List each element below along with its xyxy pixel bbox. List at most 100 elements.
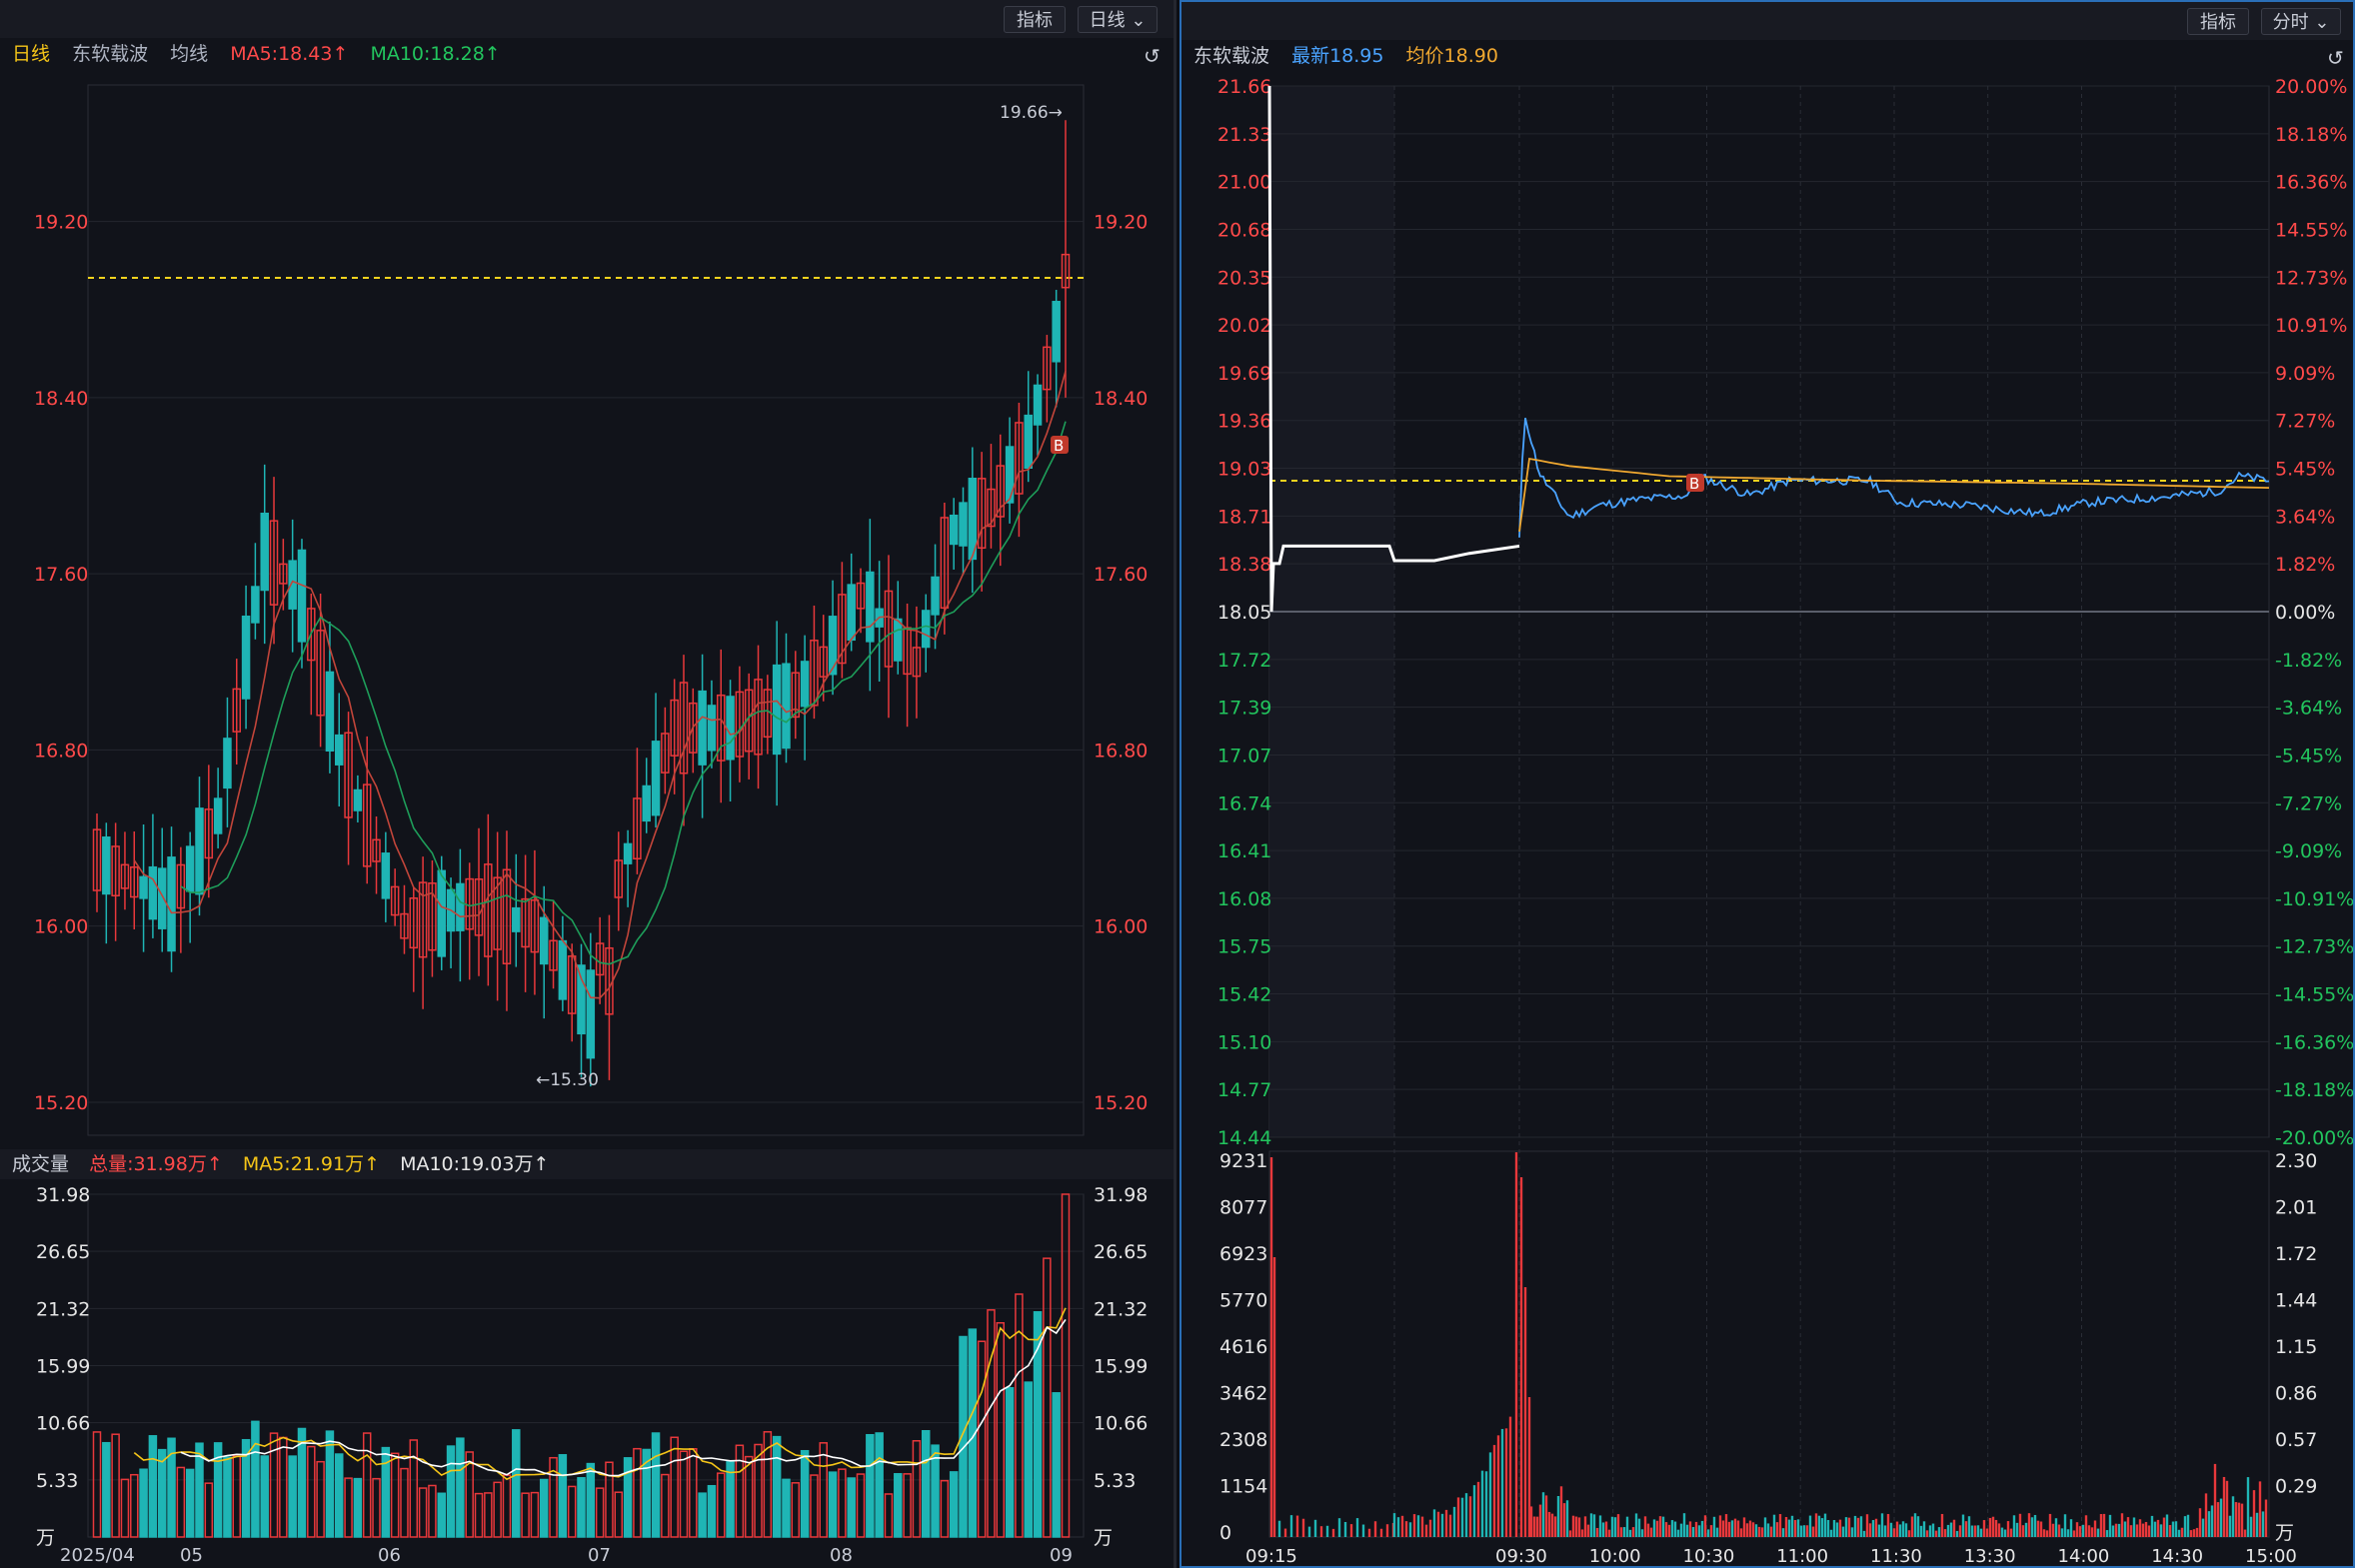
- intraday-volume-bar: [1574, 1516, 1578, 1537]
- intraday-volume-bar: [1464, 1493, 1468, 1537]
- volume-bar: [437, 1492, 446, 1538]
- kline-chart[interactable]: 19.20 19.20 18.40 18.40 17.60 17.60 16.80 16.80…: [0, 0, 1174, 1568]
- intraday-volume-bar: [1988, 1517, 1992, 1537]
- reset-icon-right[interactable]: ↺: [2327, 46, 2344, 70]
- intraday-volume-bar: [2114, 1523, 2118, 1537]
- intraday-volume-bar: [2093, 1520, 2097, 1537]
- intraday-volume-bar: [2201, 1518, 2205, 1537]
- intraday-period-select[interactable]: 分时 ⌄: [2261, 8, 2341, 35]
- intraday-volume-bar: [1277, 1520, 1281, 1537]
- price-axis-label-left: 18.40: [34, 388, 88, 410]
- intraday-volume-label-right: 2.30: [2275, 1150, 2317, 1172]
- candle-body: [316, 630, 325, 717]
- intraday-price-label: 21.00: [1217, 172, 1271, 194]
- intraday-price-label: 16.41: [1217, 840, 1271, 862]
- intraday-volume-bar: [2159, 1524, 2163, 1537]
- intraday-volume-bar: [2096, 1528, 2100, 1537]
- intraday-pct-label: 18.18%: [2275, 124, 2347, 146]
- intraday-volume-bar: [1337, 1518, 1341, 1537]
- indicator-button[interactable]: 指标: [1004, 6, 1066, 33]
- intraday-volume-bar: [1796, 1519, 1800, 1537]
- candle-body: [912, 647, 922, 678]
- price-axis-label-left: 17.60: [34, 564, 88, 586]
- intraday-pct-label: -9.09%: [2275, 840, 2342, 862]
- intraday-volume-bar: [1559, 1486, 1563, 1537]
- intraday-stock-name: 东软载波: [1193, 45, 1270, 67]
- candle-body: [251, 586, 260, 624]
- intraday-pct-label: -10.91%: [2275, 888, 2353, 910]
- intraday-volume-bar: [1488, 1452, 1492, 1537]
- intraday-volume-bar: [2075, 1522, 2079, 1537]
- volume-axis-label-right: 15.99: [1094, 1356, 1148, 1378]
- ma5-line: [133, 371, 1067, 999]
- intraday-volume-bar: [1688, 1521, 1692, 1537]
- intraday-volume-bar: [1769, 1526, 1773, 1537]
- candle-body: [130, 865, 139, 898]
- low-annotation: ←15.30: [536, 1070, 599, 1090]
- intraday-volume-bar: [1527, 1397, 1531, 1537]
- intraday-legend: 东软载波 最新18.95 均价18.90: [1181, 42, 2353, 70]
- intraday-volume-bar: [1700, 1520, 1704, 1537]
- candle-body: [120, 863, 130, 889]
- intraday-volume-bar: [2048, 1513, 2052, 1537]
- intraday-price-label: 17.39: [1217, 698, 1271, 720]
- intraday-volume-bar: [1973, 1525, 1977, 1537]
- volume-bar: [456, 1437, 465, 1538]
- intraday-volume-bar: [2171, 1521, 2175, 1537]
- volume-bar: [223, 1456, 232, 1538]
- volume-bar: [1043, 1257, 1052, 1538]
- candle-body: [819, 646, 828, 678]
- intraday-volume-bar: [1763, 1517, 1767, 1537]
- intraday-volume-bar: [1667, 1524, 1671, 1537]
- candle-body: [884, 590, 894, 668]
- stock-name[interactable]: 东软载波: [72, 43, 149, 65]
- candle-body: [549, 939, 558, 971]
- intraday-volume-bar: [1889, 1522, 1893, 1537]
- intraday-volume-bar: [1436, 1511, 1440, 1537]
- intraday-volume-label-right: 1.15: [2275, 1336, 2317, 1358]
- candle-body: [353, 788, 363, 811]
- indicator-button-right[interactable]: 指标: [2187, 8, 2249, 35]
- intraday-volume-bar: [1910, 1516, 1914, 1537]
- intraday-chart[interactable]: 21.66 20.00% 21.33 18.18% 21.00 16.36% 20.68 14…: [1181, 2, 2353, 1566]
- intraday-volume-bar: [2216, 1502, 2220, 1537]
- candle-body: [903, 627, 912, 676]
- intraday-price-label: 18.38: [1217, 554, 1271, 576]
- candle-body: [791, 672, 801, 719]
- candle-body: [726, 696, 735, 761]
- reset-icon[interactable]: ↺: [1144, 44, 1161, 68]
- intraday-volume-bar: [1634, 1513, 1638, 1537]
- intraday-volume-bar: [2012, 1515, 2016, 1537]
- intraday-price-label: 20.02: [1217, 315, 1271, 337]
- intraday-volume-bar: [1544, 1495, 1548, 1537]
- intraday-volume-bar: [1733, 1518, 1737, 1537]
- intraday-volume-bar: [2045, 1530, 2049, 1537]
- candle-body: [223, 738, 232, 789]
- intraday-panel[interactable]: 指标 分时 ⌄ 东软载波 最新18.95 均价18.90 ↺ 21.66 20.0…: [1179, 0, 2355, 1568]
- volume-bar: [502, 1474, 512, 1538]
- volume-bar: [335, 1453, 344, 1538]
- intraday-volume-bar: [1802, 1525, 1806, 1537]
- intraday-volume-bar: [2063, 1514, 2067, 1537]
- intraday-volume-bar: [2135, 1524, 2139, 1537]
- intraday-price-label: 21.33: [1217, 124, 1271, 146]
- volume-total: 总量:31.98万↑: [89, 1153, 223, 1175]
- volume-bar: [903, 1473, 912, 1538]
- ma-label[interactable]: 均线: [170, 43, 209, 65]
- volume-bar: [707, 1484, 717, 1538]
- volume-bar: [353, 1477, 363, 1538]
- intraday-volume-bar: [1404, 1521, 1408, 1537]
- candle-body: [400, 912, 409, 939]
- period-select[interactable]: 日线 ⌄: [1078, 6, 1158, 33]
- candle-body: [428, 882, 437, 951]
- candle-body: [1033, 384, 1043, 426]
- intraday-volume-bar: [1496, 1435, 1500, 1537]
- candle-body: [418, 881, 428, 958]
- candle-body: [987, 488, 996, 528]
- candle-body: [558, 939, 568, 1000]
- volume-bar: [474, 1492, 484, 1538]
- kline-panel[interactable]: 指标 日线 ⌄ 日线 东软载波 均线 MA5:18.43↑ MA10:18.28…: [0, 0, 1177, 1568]
- intraday-volume-bar: [2033, 1514, 2037, 1537]
- intraday-volume-bar: [2006, 1521, 2010, 1537]
- intraday-volume-bar: [1991, 1516, 1995, 1537]
